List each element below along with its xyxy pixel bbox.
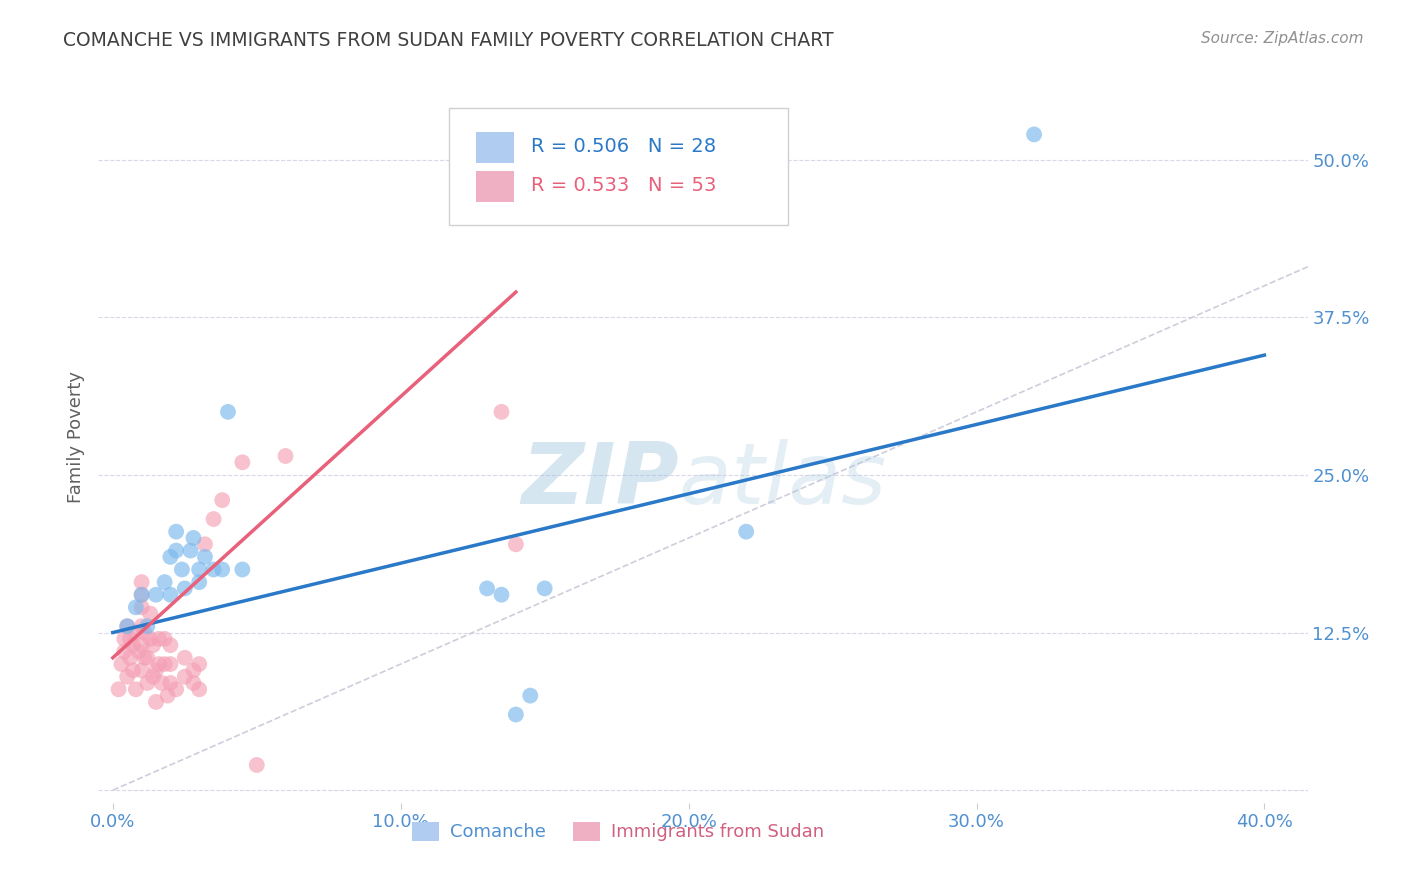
Point [139, 632, 162, 646]
Point [173, 582, 195, 596]
Point [217, 405, 239, 419]
Point [110, 657, 132, 671]
Point [156, 689, 179, 703]
Point [159, 657, 181, 671]
Point [115, 670, 138, 684]
Point [202, 562, 225, 576]
Point [136, 676, 159, 690]
Point [180, 543, 202, 558]
Text: Source: ZipAtlas.com: Source: ZipAtlas.com [1201, 31, 1364, 46]
Point [188, 562, 211, 576]
Point [131, 588, 153, 602]
Bar [475, 171, 515, 202]
Point [120, 632, 142, 646]
Y-axis label: Family Poverty: Family Poverty [66, 371, 84, 503]
Point [136, 650, 159, 665]
Point [128, 644, 150, 658]
Text: R = 0.506   N = 28: R = 0.506 N = 28 [531, 137, 717, 156]
Point [142, 670, 165, 684]
Point [145, 664, 167, 678]
Point [145, 695, 167, 709]
Point [148, 632, 170, 646]
Point [202, 512, 225, 526]
Point [136, 619, 159, 633]
Text: ZIP: ZIP [522, 440, 679, 523]
Point [491, 588, 513, 602]
Point [142, 638, 165, 652]
Point [153, 657, 176, 671]
Point [165, 524, 187, 539]
Point [194, 537, 217, 551]
Point [131, 588, 153, 602]
Point [491, 405, 513, 419]
Point [519, 689, 541, 703]
Point [505, 537, 527, 551]
Point [475, 582, 498, 596]
Point [188, 575, 211, 590]
Text: R = 0.533   N = 53: R = 0.533 N = 53 [531, 176, 717, 195]
Point [115, 619, 138, 633]
Point [150, 676, 173, 690]
Point [139, 607, 162, 621]
Point [173, 670, 195, 684]
Point [125, 682, 148, 697]
Text: COMANCHE VS IMMIGRANTS FROM SUDAN FAMILY POVERTY CORRELATION CHART: COMANCHE VS IMMIGRANTS FROM SUDAN FAMILY… [63, 31, 834, 50]
Point [188, 657, 211, 671]
Point [183, 531, 205, 545]
Point [505, 707, 527, 722]
Point [145, 588, 167, 602]
Point [170, 562, 193, 576]
Point [211, 493, 233, 508]
Point [153, 632, 176, 646]
Legend: Comanche, Immigrants from Sudan: Comanche, Immigrants from Sudan [405, 814, 831, 848]
Point [1022, 128, 1045, 142]
Point [246, 758, 269, 772]
Point [735, 524, 758, 539]
Point [274, 449, 297, 463]
Point [122, 638, 145, 652]
Point [134, 625, 156, 640]
Point [533, 582, 555, 596]
Point [159, 676, 181, 690]
Point [122, 664, 145, 678]
Point [165, 682, 187, 697]
Point [131, 664, 153, 678]
Point [153, 575, 176, 590]
Point [115, 619, 138, 633]
Point [107, 682, 129, 697]
Point [125, 600, 148, 615]
Point [131, 638, 153, 652]
Point [194, 549, 217, 564]
Point [134, 650, 156, 665]
FancyBboxPatch shape [449, 108, 787, 225]
Point [159, 638, 181, 652]
Point [231, 562, 253, 576]
Point [188, 682, 211, 697]
Point [125, 625, 148, 640]
Point [165, 543, 187, 558]
Point [112, 632, 135, 646]
Point [231, 455, 253, 469]
Point [131, 600, 153, 615]
Point [183, 676, 205, 690]
Point [159, 549, 181, 564]
Point [112, 644, 135, 658]
Point [183, 664, 205, 678]
Point [120, 650, 142, 665]
Point [159, 588, 181, 602]
Point [173, 650, 195, 665]
Point [148, 657, 170, 671]
Point [211, 562, 233, 576]
Point [131, 575, 153, 590]
Text: atlas: atlas [679, 440, 887, 523]
Bar [475, 132, 515, 163]
Point [131, 619, 153, 633]
